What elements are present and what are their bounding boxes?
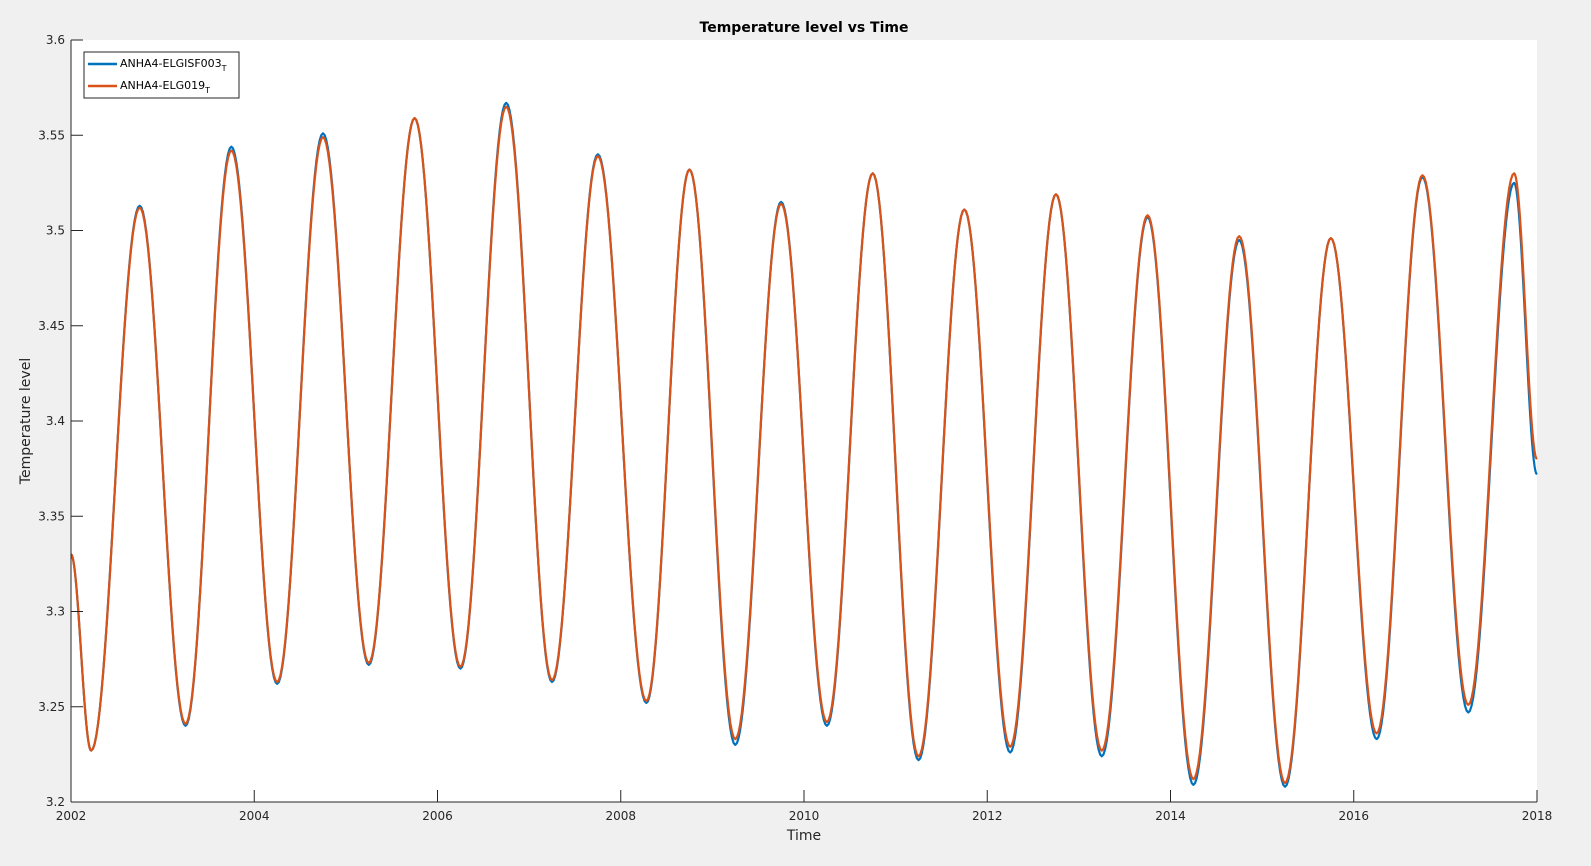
x-tick-label: 2014 xyxy=(1155,809,1186,823)
y-tick-label: 3.2 xyxy=(46,795,65,809)
y-tick-label: 3.4 xyxy=(46,414,65,428)
x-axis-label: Time xyxy=(786,828,821,844)
y-tick-label: 3.6 xyxy=(46,33,65,47)
x-tick-label: 2012 xyxy=(972,809,1003,823)
series-group xyxy=(70,101,1538,788)
x-tick-label: 2016 xyxy=(1338,809,1369,823)
chart-title: Temperature level vs Time xyxy=(700,20,909,36)
x-tick-label: 2010 xyxy=(789,809,820,823)
y-tick-label: 3.5 xyxy=(46,224,65,238)
x-tick-label: 2002 xyxy=(56,809,87,823)
legend-label-series-2: ANHA4-ELG019T xyxy=(120,79,210,95)
axes-group: 2002 2004 2006 2008 2010 2012 2014 2016 2018 3.2 3… xyxy=(38,33,1552,823)
x-tick-label: 2004 xyxy=(239,809,270,823)
x-tick-label: 2006 xyxy=(422,809,453,823)
legend-box xyxy=(83,51,240,99)
y-tick-label: 3.55 xyxy=(38,128,65,142)
y-tick-label: 3.3 xyxy=(46,605,65,619)
legend-label-series-1: ANHA4-ELGISF003T xyxy=(120,57,227,73)
y-tick-label: 3.35 xyxy=(38,509,65,523)
x-tick-label: 2018 xyxy=(1522,809,1553,823)
plot-area xyxy=(71,40,1537,802)
y-axis-label: Temperature level xyxy=(18,358,34,485)
y-tick-label: 3.25 xyxy=(38,700,65,714)
x-tick-label: 2008 xyxy=(605,809,636,823)
series-line-2 xyxy=(70,105,1538,785)
y-tick-label: 3.45 xyxy=(38,319,65,333)
legend[interactable]: ANHA4-ELGISF003T ANHA4-ELG019T xyxy=(83,51,240,99)
